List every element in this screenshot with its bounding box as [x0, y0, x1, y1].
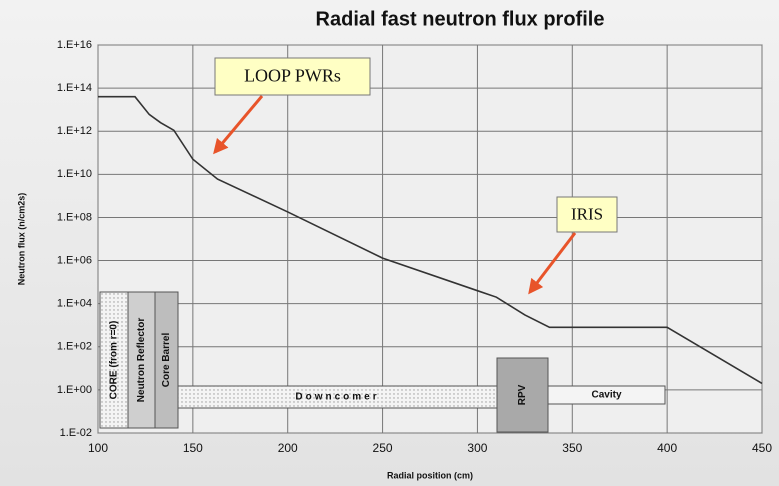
annotation-box: [214, 57, 371, 96]
y-tick-label: 1.E+08: [57, 211, 92, 223]
y-tick-label: 1.E+02: [57, 341, 92, 353]
x-tick-label: 400: [657, 441, 677, 455]
y-tick-label: 1.E-02: [60, 427, 92, 439]
region-label: Core Barrel: [161, 333, 172, 388]
x-tick-label: 150: [183, 441, 203, 455]
region-box: [154, 291, 179, 429]
y-tick-label: 1.E+14: [57, 82, 92, 94]
annotation-arrow: [528, 232, 577, 295]
x-tick-label: 450: [752, 441, 772, 455]
chart-title: Radial fast neutron flux profile: [316, 8, 605, 30]
region-label: Downcomer: [295, 392, 379, 403]
x-tick-label: 250: [373, 441, 393, 455]
annotation-arrow: [213, 95, 264, 155]
annotation-label: LOOP PWRs: [244, 66, 341, 86]
region-box: [496, 357, 549, 433]
plot-area: [97, 44, 763, 434]
region-label: RPV: [517, 384, 528, 405]
y-tick-label: 1.E+10: [57, 168, 92, 180]
y-axis-label: Neutron flux (n/cm2s): [16, 193, 26, 286]
x-tick-label: 100: [88, 441, 108, 455]
y-tick-label: 1.E+06: [57, 254, 92, 266]
x-tick-label: 300: [467, 441, 487, 455]
line: [98, 95, 763, 385]
region-label: Neutron Reflector: [136, 318, 147, 403]
region-box: [547, 385, 666, 405]
y-tick-label: 1.E+16: [57, 39, 92, 51]
y-tick-label: 1.E+04: [57, 298, 92, 310]
x-axis-label: Radial position (cm): [387, 470, 473, 480]
y-tick-label: 1.E+00: [57, 384, 92, 396]
y-tick-label: 1.E+12: [57, 125, 92, 137]
region-label: Cavity: [591, 390, 621, 401]
annotation-box: [556, 196, 618, 233]
annotation-label: IRIS: [571, 204, 603, 223]
x-tick-label: 200: [278, 441, 298, 455]
region-label: CORE (from r=0): [109, 321, 120, 400]
x-tick-label: 350: [562, 441, 582, 455]
